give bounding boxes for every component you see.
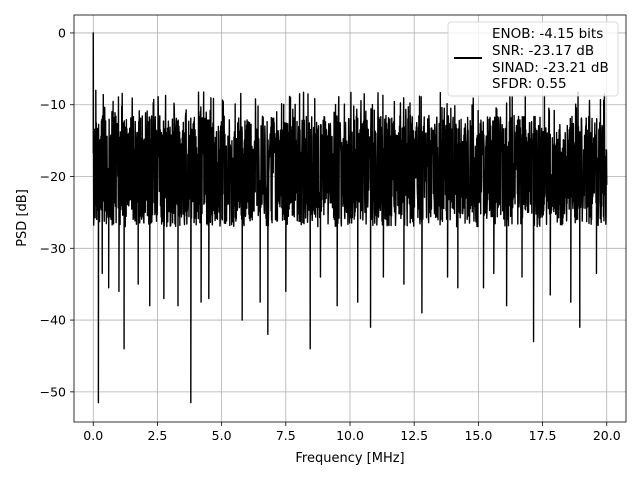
y-axis-label: PSD [dB]	[15, 189, 30, 247]
x-axis-label: Frequency [MHz]	[295, 451, 404, 466]
x-tick-label: 12.5	[400, 428, 428, 443]
x-tick-label: 7.5	[276, 428, 296, 443]
legend-box	[447, 21, 619, 97]
y-tick-label: −50	[40, 384, 66, 399]
series-psd	[92, 32, 608, 404]
legend-line-snr: SNR: -23.17 dB	[492, 43, 594, 59]
x-tick-label: 10.0	[336, 428, 364, 443]
legend-line-sfdr: SFDR: 0.55	[492, 76, 567, 92]
series-line-psd	[92, 32, 608, 404]
y-tick-label: −40	[40, 313, 66, 328]
y-axis-ticks: 0 −10 −20 −30 −40 −50	[40, 25, 74, 399]
legend-line-enob: ENOB: -4.15 bits	[492, 26, 603, 42]
y-tick-label: −20	[40, 169, 66, 184]
y-tick-label: 0	[58, 25, 66, 40]
legend-line-sinad: SINAD: -23.21 dB	[492, 60, 609, 76]
x-tick-label: 15.0	[464, 428, 492, 443]
x-tick-label: 20.0	[593, 428, 621, 443]
x-tick-label: 17.5	[529, 428, 557, 443]
x-tick-label: 5.0	[212, 428, 232, 443]
y-tick-label: −30	[40, 241, 66, 256]
x-axis-ticks: 0.0 2.5 5.0 7.5 10.0 12.5 15.0 17.5 20.0	[83, 422, 621, 443]
x-tick-label: 2.5	[147, 428, 167, 443]
y-tick-label: −10	[40, 97, 66, 112]
x-tick-label: 0.0	[83, 428, 103, 443]
legend: ENOB: -4.15 bits SNR: -23.17 dB SINAD: -…	[447, 21, 619, 97]
